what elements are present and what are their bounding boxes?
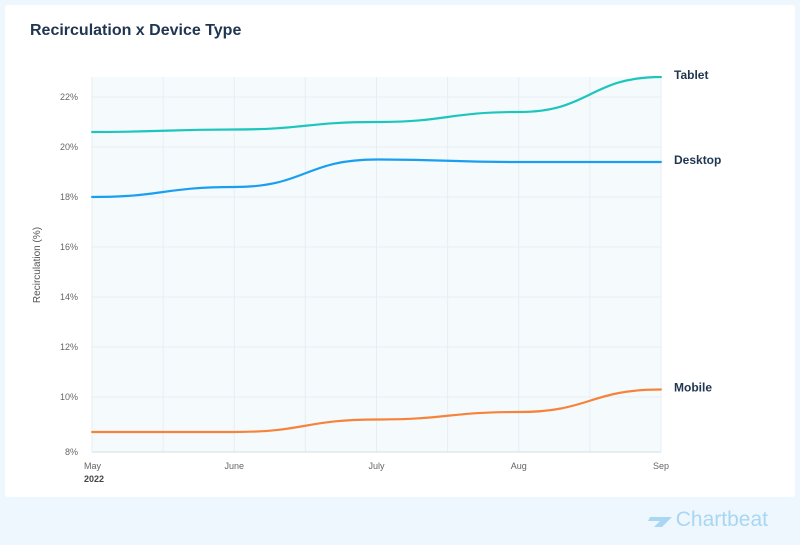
y-tick-label: 12%	[60, 342, 78, 352]
chartbeat-logo-icon	[647, 517, 672, 527]
data-point-tablet	[375, 121, 378, 123]
data-point-mobile	[91, 431, 93, 433]
data-point-tablet	[517, 111, 520, 113]
y-tick-label: 10%	[60, 392, 78, 402]
series-label-tablet: Tablet	[674, 68, 708, 82]
data-point-desktop	[517, 161, 520, 163]
data-point-mobile	[233, 431, 236, 433]
y-axis-label: Recirculation (%)	[32, 227, 43, 303]
x-year-label: 2022	[84, 474, 104, 484]
y-tick-label: 16%	[60, 242, 78, 252]
x-tick-label: July	[368, 461, 385, 471]
y-tick-label: 18%	[60, 192, 78, 202]
y-tick-label: 8%	[65, 447, 78, 457]
data-point-mobile	[375, 418, 378, 421]
x-tick-label: June	[224, 461, 244, 471]
x-tick-label: Sep	[653, 461, 669, 471]
data-point-tablet	[91, 131, 93, 133]
y-tick-label: 22%	[60, 92, 78, 102]
brand-name: Chartbeat	[675, 508, 768, 531]
series-label-mobile: Mobile	[674, 381, 712, 395]
data-point-mobile	[660, 388, 662, 391]
series-label-desktop: Desktop	[674, 153, 721, 167]
chart-title: Recirculation x Device Type	[30, 22, 242, 39]
x-tick-label: Aug	[511, 461, 527, 471]
data-point-desktop	[233, 186, 236, 188]
data-point-mobile	[517, 411, 520, 413]
data-point-desktop	[660, 161, 662, 163]
x-tick-label: May	[84, 461, 102, 471]
y-tick-label: 14%	[60, 292, 78, 302]
chartbeat-logo: Chartbeat	[647, 508, 768, 532]
data-point-desktop	[91, 196, 93, 198]
data-point-tablet	[660, 76, 662, 78]
data-point-tablet	[233, 128, 236, 131]
data-point-desktop	[375, 158, 378, 161]
y-tick-label: 20%	[60, 142, 78, 152]
